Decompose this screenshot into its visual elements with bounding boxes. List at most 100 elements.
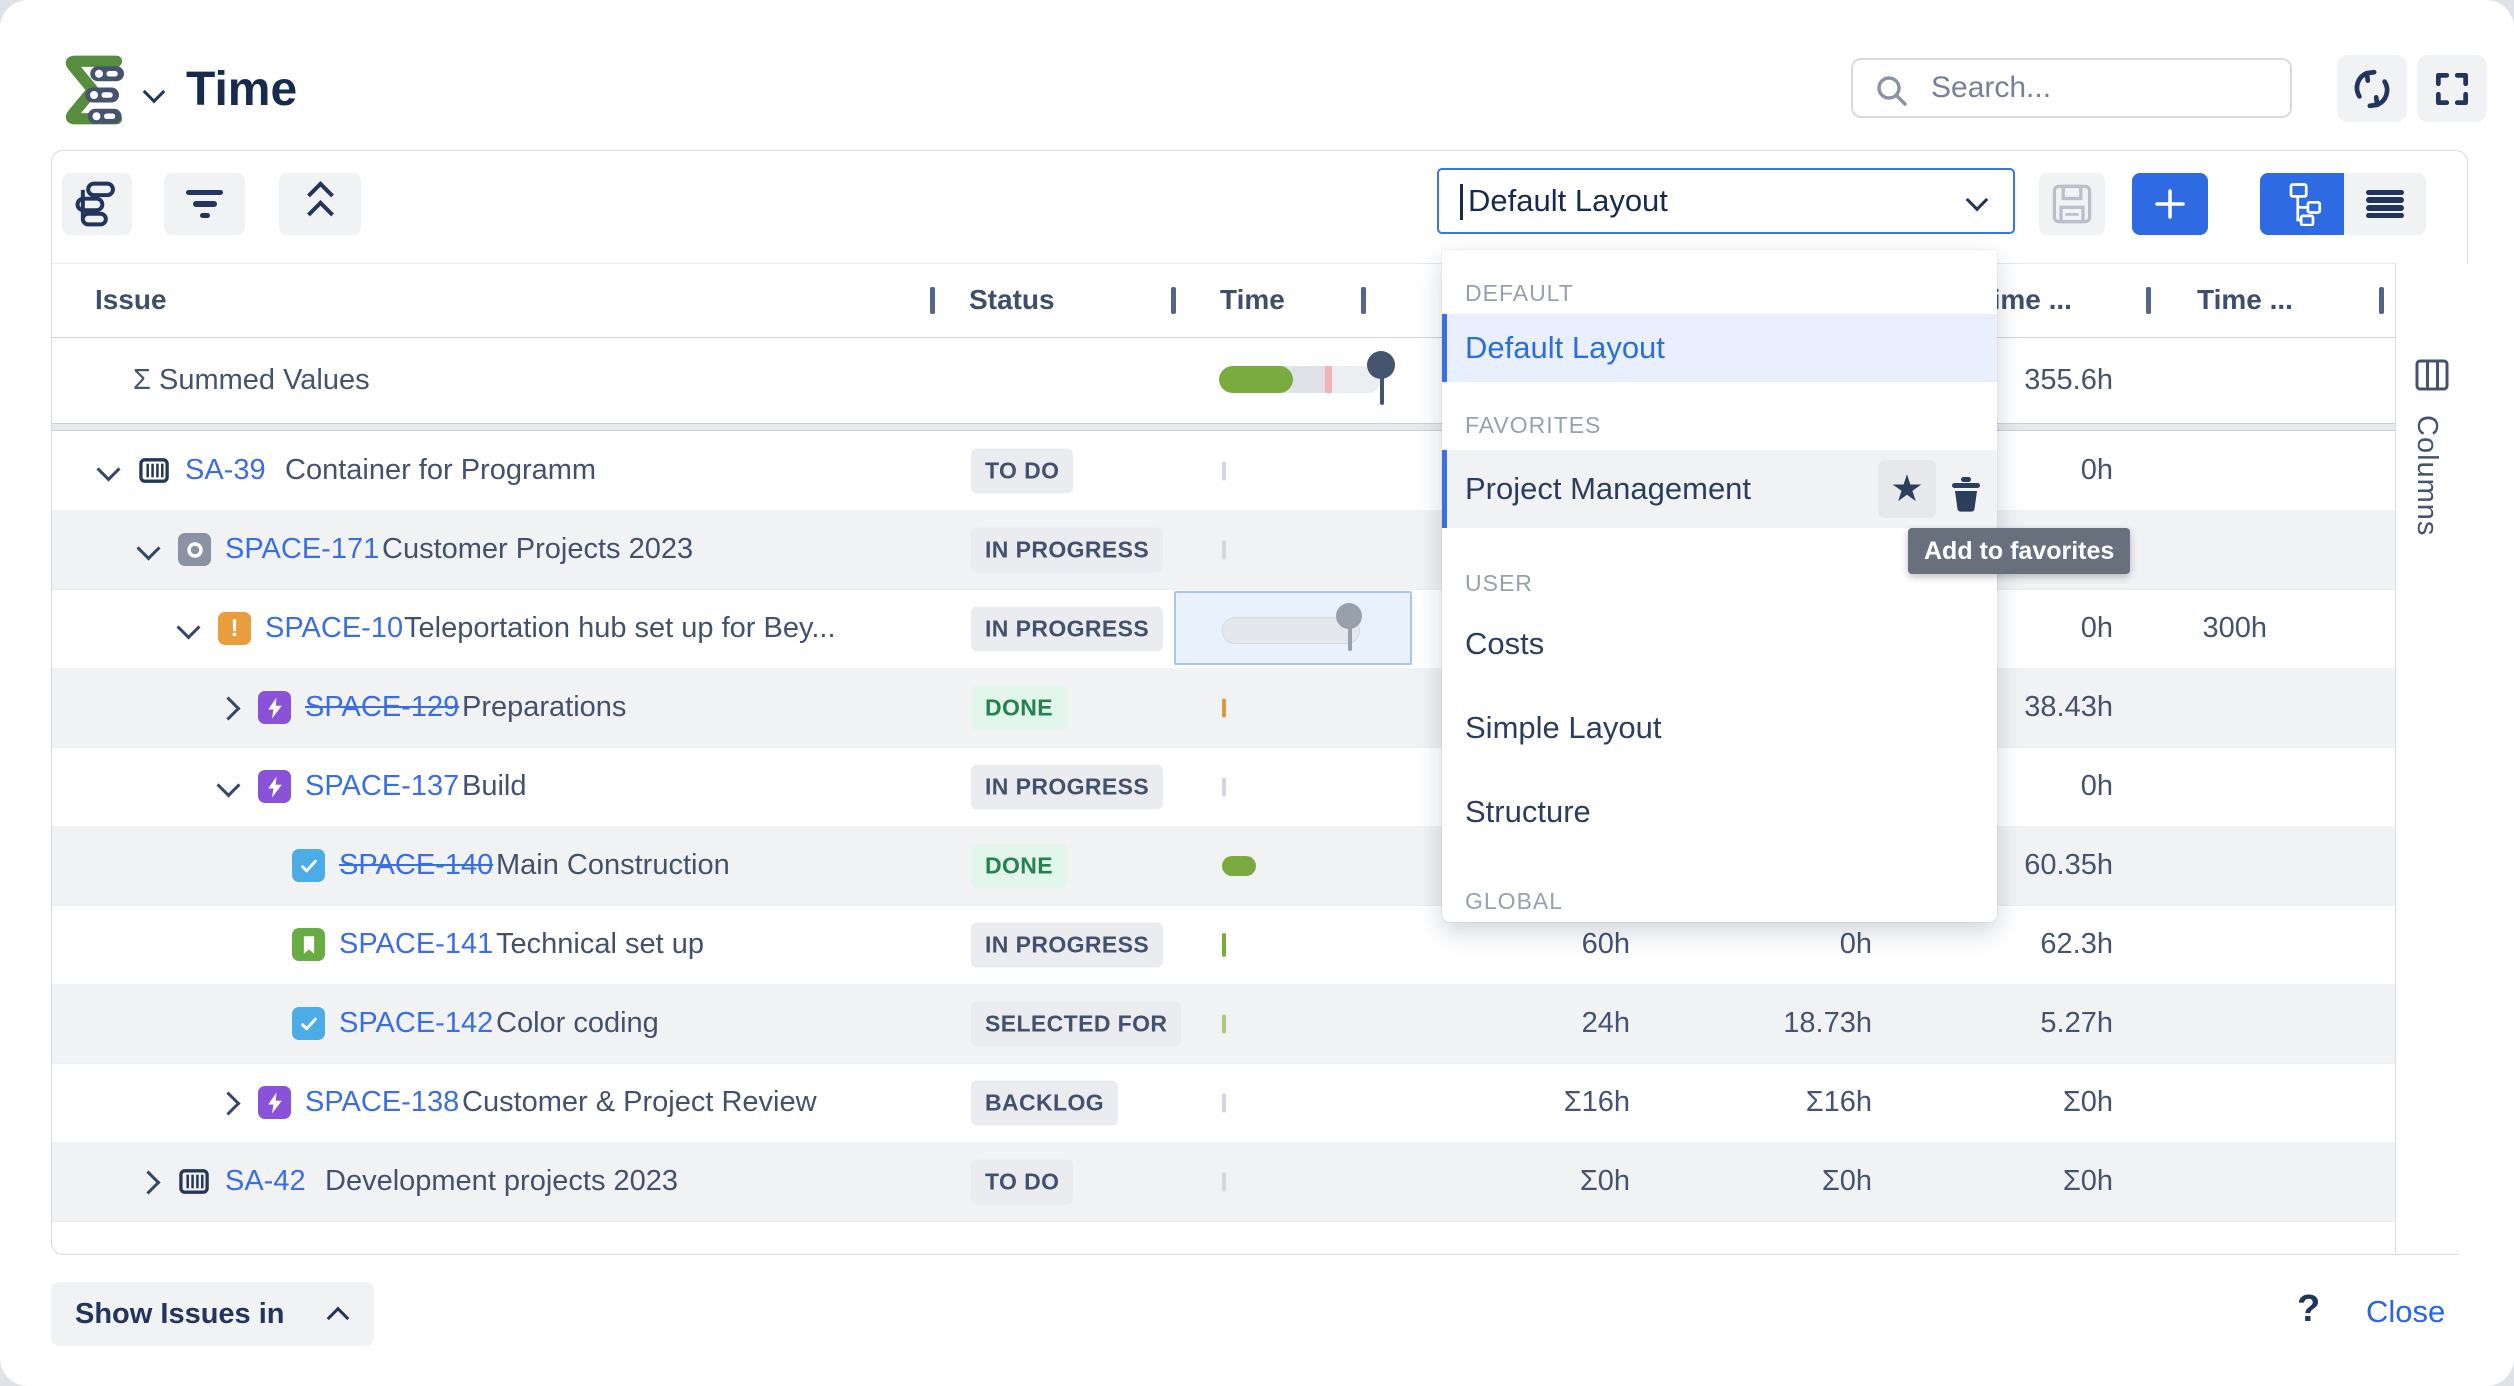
column-header-status[interactable]: Status (969, 284, 1055, 315)
filter-button[interactable] (164, 173, 245, 235)
chevron-right-icon[interactable] (216, 1091, 241, 1116)
issue-key-link[interactable]: SPACE-138 (305, 1086, 460, 1118)
issue-key-link[interactable]: SPACE-140 (339, 849, 494, 881)
milestone-issue-icon (178, 533, 211, 566)
status-badge[interactable]: TO DO (971, 448, 1074, 493)
issue-summary[interactable]: Customer & Project Review (462, 1086, 817, 1118)
chevron-down-icon[interactable] (176, 615, 201, 640)
sitemap-icon (2289, 183, 2322, 226)
table-row[interactable]: SPACE-140 Main Construction DONE 60.35h (52, 826, 2395, 906)
help-button[interactable]: ? (2297, 1288, 2321, 1330)
menu-item-structure[interactable]: Structure (1465, 794, 1591, 829)
app-logo-sigma-icon[interactable] (54, 50, 134, 130)
grid-header-row: Issue Status Time Time ... Time ... (52, 263, 2395, 338)
table-row[interactable]: SA-42 Development projects 2023 TO DO Σ0… (52, 1142, 2395, 1222)
chevron-down-icon[interactable] (96, 457, 121, 482)
status-badge[interactable]: SELECTED FOR (971, 1001, 1182, 1046)
column-resize-handle[interactable] (2146, 287, 2151, 314)
issue-key-link[interactable]: SPACE-142 (339, 1007, 494, 1039)
fullscreen-button[interactable] (2417, 55, 2487, 122)
issue-summary[interactable]: Preparations (462, 691, 627, 723)
table-row[interactable]: SPACE-129 Preparations DONE 38.43h (52, 668, 2395, 748)
layout-select[interactable]: Default Layout (1437, 168, 2015, 234)
cell-value: Σ0h (1579, 1165, 1630, 1197)
group-icon (75, 181, 115, 227)
status-badge[interactable]: DONE (971, 685, 1068, 730)
column-resize-handle[interactable] (1361, 287, 1366, 314)
status-badge[interactable]: IN PROGRESS (971, 764, 1164, 809)
menu-item-project-management[interactable]: Project Management ★ (1442, 450, 1997, 528)
refresh-button[interactable] (2337, 55, 2407, 122)
chevron-right-icon[interactable] (136, 1170, 161, 1195)
cell-value: 60h (1581, 928, 1630, 960)
issue-summary[interactable]: Customer Projects 2023 (382, 533, 694, 565)
issue-summary[interactable]: Technical set up (496, 928, 704, 960)
cell-value: Σ0h (2062, 1165, 2113, 1197)
table-row[interactable]: ! SPACE-10 Teleportation hub set up for … (52, 589, 2395, 669)
issue-key-link[interactable]: SPACE-171 (225, 533, 380, 565)
issue-summary[interactable]: Container for Programm (285, 454, 597, 486)
issue-summary[interactable]: Development projects 2023 (325, 1165, 679, 1197)
column-header-time5[interactable]: Time ... (2197, 284, 2293, 315)
issue-key-link[interactable]: SPACE-141 (339, 928, 494, 960)
layout-select-value: Default Layout (1468, 183, 1668, 218)
issue-summary[interactable]: Build (462, 770, 527, 802)
column-resize-handle[interactable] (1171, 287, 1176, 314)
search-box[interactable] (1851, 58, 2292, 118)
add-to-favorites-tooltip: Add to favorites (1908, 528, 2131, 574)
issue-summary[interactable]: Color coding (496, 1007, 659, 1039)
search-input[interactable] (1929, 64, 2273, 112)
time-mini-bar (1222, 777, 1226, 796)
status-badge[interactable]: IN PROGRESS (971, 606, 1164, 651)
status-badge[interactable]: BACKLOG (971, 1080, 1119, 1125)
menu-item-costs[interactable]: Costs (1465, 626, 1545, 661)
table-row[interactable]: SA-39 Container for Programm TO DO 0h (52, 431, 2395, 511)
chevron-right-icon[interactable] (216, 696, 241, 721)
save-layout-button[interactable] (2039, 173, 2105, 235)
menu-item-default-layout[interactable]: Default Layout (1442, 314, 1997, 382)
collapse-all-button[interactable] (279, 173, 361, 235)
status-badge[interactable]: DONE (971, 843, 1068, 888)
status-badge[interactable]: TO DO (971, 1159, 1074, 1204)
favorite-star-button[interactable]: ★ (1878, 460, 1936, 518)
column-resize-handle[interactable] (2379, 287, 2384, 314)
risk-issue-icon: ! (218, 612, 251, 645)
table-row[interactable]: SPACE-142 Color coding SELECTED FOR 24h … (52, 984, 2395, 1064)
issue-key-link[interactable]: SPACE-10 (265, 612, 404, 644)
issue-summary[interactable]: Main Construction (496, 849, 730, 881)
menu-section-label: USER (1465, 570, 1533, 596)
group-by-button[interactable] (62, 173, 132, 235)
add-column-button[interactable] (2132, 173, 2208, 235)
structure-grid-panel: Issue Status Time Time ... Time ... Σ Su… (51, 150, 2468, 1255)
issue-key-link[interactable]: SA-39 (185, 454, 266, 486)
column-header-time[interactable]: Time (1220, 284, 1285, 315)
column-header-issue[interactable]: Issue (95, 284, 167, 315)
issue-key-link[interactable]: SPACE-137 (305, 770, 460, 802)
table-row[interactable]: SPACE-137 Build IN PROGRESS 0h (52, 747, 2395, 827)
delete-layout-button[interactable] (1948, 466, 1984, 544)
column-resize-handle[interactable] (930, 287, 935, 314)
task-issue-icon (292, 1007, 325, 1040)
menu-item-simple-layout[interactable]: Simple Layout (1465, 710, 1662, 745)
issue-summary[interactable]: Teleportation hub set up for Bey... (404, 612, 836, 644)
cell-value: Σ16h (1805, 1086, 1872, 1118)
close-link[interactable]: Close (2366, 1294, 2446, 1329)
time-bar-overrun-segment (1325, 366, 1332, 393)
structure-view-button[interactable] (2260, 173, 2344, 235)
rows-view-button[interactable] (2344, 173, 2426, 235)
selected-time-cell[interactable] (1174, 591, 1412, 665)
cell-value: 5.27h (2040, 1007, 2113, 1039)
columns-side-tab[interactable]: Columns (2395, 263, 2468, 1254)
cell-value: 0h (2080, 770, 2113, 802)
cell-value: 0h (2080, 454, 2113, 486)
table-row[interactable]: SPACE-141 Technical set up IN PROGRESS 6… (52, 905, 2395, 985)
chevron-down-icon[interactable] (136, 536, 161, 561)
issue-key-link[interactable]: SPACE-129 (305, 691, 460, 723)
chevron-down-icon[interactable] (216, 773, 241, 798)
issue-key-link[interactable]: SA-42 (225, 1165, 306, 1197)
status-badge[interactable]: IN PROGRESS (971, 922, 1164, 967)
show-issues-in-button[interactable]: Show Issues in (51, 1282, 374, 1346)
status-badge[interactable]: IN PROGRESS (971, 527, 1164, 572)
app-switcher-chevron-down-icon[interactable] (142, 80, 166, 104)
table-row[interactable]: SPACE-138 Customer & Project Review BACK… (52, 1063, 2395, 1143)
